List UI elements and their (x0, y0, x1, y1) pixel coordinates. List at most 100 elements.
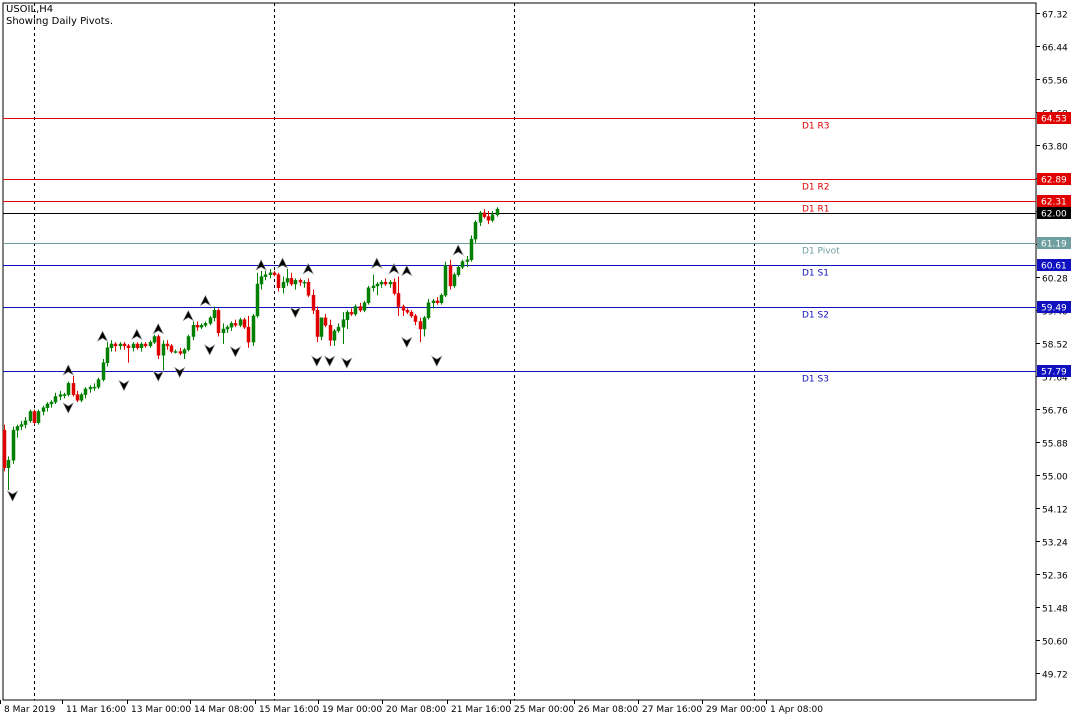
candle-body-64 (276, 274, 281, 289)
fractal-down-11 (203, 344, 216, 356)
candle-body-93 (401, 306, 406, 311)
candle-body-60 (259, 276, 264, 285)
candles (2, 207, 500, 491)
candle-body-34 (148, 341, 153, 347)
candle-body-107 (460, 261, 465, 268)
candle-body-47 (203, 323, 208, 326)
y-tick-label-11: 57.64 (1042, 374, 1068, 384)
price-tag-d1-pivot: 61.19 (1041, 240, 1067, 250)
candle-body-43 (186, 336, 191, 350)
y-tick-label-14: 55.00 (1042, 473, 1068, 483)
candle-body-85 (366, 287, 371, 304)
candle-body-24 (105, 347, 110, 363)
candle-body-112 (482, 212, 487, 217)
price-tag-d1-s3: 57.79 (1041, 368, 1067, 378)
candle-body-45 (195, 325, 200, 328)
price-axis: 67.3266.4465.5664.6863.8062.9262.0461.16… (1036, 11, 1068, 681)
x-tick-label-5: 19 Mar 00:00 (322, 705, 382, 715)
fractal-down-18 (323, 355, 336, 367)
y-tick-label-8: 60.28 (1042, 275, 1068, 285)
price-tags: 64.53 62.89 62.31 61.19 60.61 59.49 57.79 62.00 (1037, 112, 1071, 378)
candle-body-63 (272, 272, 277, 275)
candle-body-18 (79, 394, 84, 401)
candle-body-57 (246, 326, 251, 343)
price-tag-bg-d1-pivot (1037, 237, 1071, 249)
candle-body-111 (478, 212, 483, 223)
fractal-up-3 (96, 330, 109, 342)
x-tick-label-12: 1 Apr 08:00 (770, 705, 823, 715)
candle-body-6 (28, 411, 33, 422)
candle-body-27 (118, 343, 123, 347)
candle-body-96 (413, 315, 418, 322)
fractal-up-16 (302, 263, 314, 275)
candle-body-14 (62, 394, 67, 396)
fractal-down-8 (173, 366, 186, 379)
price-tag-bg-d1-r2 (1037, 173, 1071, 185)
pivot-label-d1-s3: D1 S3 (802, 375, 829, 385)
candle-body-59 (255, 283, 260, 317)
fractal-up-13 (255, 259, 267, 271)
candle-body-114 (490, 214, 495, 221)
candle-body-62 (268, 272, 273, 275)
candle-body-69 (298, 280, 303, 283)
x-tick-label-4: 15 Mar 16:00 (259, 705, 319, 715)
candle-body-92 (396, 293, 401, 307)
y-tick-label-19: 50.60 (1042, 638, 1068, 648)
candle-body-25 (109, 343, 114, 349)
candle-body-50 (216, 310, 221, 334)
candle-body-54 (233, 323, 238, 326)
candle-body-23 (101, 362, 106, 380)
fractal-down-19 (341, 357, 353, 369)
x-tick-label-3: 14 Mar 08:00 (194, 705, 254, 715)
candle-body-113 (486, 216, 491, 221)
candle-body-95 (409, 311, 414, 317)
candle-body-82 (353, 306, 358, 315)
candle-body-11 (49, 401, 54, 405)
candle-body-26 (113, 343, 118, 347)
fractal-up-6 (152, 322, 164, 335)
chart-subtitle: Showing Daily Pivots. (6, 16, 113, 27)
candle-body-44 (191, 325, 196, 337)
candle-body-21 (92, 386, 97, 389)
candle-body-12 (53, 396, 58, 403)
candle-body-13 (58, 394, 63, 397)
y-tick-label-4: 63.80 (1042, 143, 1068, 153)
candle-body-70 (302, 281, 307, 284)
y-tick-label-15: 54.12 (1042, 506, 1068, 516)
price-tag-d1-r2: 62.89 (1041, 176, 1067, 186)
y-tick-label-16: 53.24 (1042, 539, 1068, 549)
pivot-label-d1-r2: D1 R2 (802, 183, 830, 193)
price-tag-bg-d1-s3 (1037, 365, 1071, 377)
fractal-up-10 (199, 294, 212, 307)
y-tick-label-13: 55.88 (1042, 440, 1068, 450)
candle-body-73 (315, 310, 320, 337)
fractal-down-15 (289, 306, 302, 319)
candle-body-98 (422, 317, 427, 330)
candle-body-99 (426, 302, 431, 319)
candle-body-39 (169, 345, 174, 352)
price-tag-d1-r1: 62.31 (1041, 198, 1067, 208)
candle-body-5 (23, 420, 28, 425)
x-tick-label-8: 25 Mar 00:00 (514, 705, 574, 715)
candle-body-56 (242, 319, 247, 328)
price-tag-bg-d1-s1 (1037, 259, 1071, 271)
candle-body-28 (122, 343, 127, 347)
candle-body-42 (182, 349, 187, 354)
candle-body-97 (418, 321, 423, 330)
candle-body-78 (336, 326, 341, 332)
pivot-label-d1-s2: D1 S2 (802, 311, 829, 321)
price-tag-current: 62.00 (1041, 210, 1067, 220)
candle-body-20 (88, 386, 93, 390)
candle-body-51 (221, 328, 226, 334)
candle-body-2 (11, 429, 16, 461)
price-tag-bg-d1-s2 (1037, 301, 1071, 313)
price-tag-d1-s1: 60.61 (1041, 262, 1067, 272)
x-tick-label-11: 29 Mar 00:00 (706, 705, 766, 715)
candle-body-106 (456, 266, 461, 275)
candle-body-72 (311, 295, 316, 311)
fractal-down-7 (152, 370, 164, 382)
candle-body-31 (135, 343, 140, 349)
fractal-down-24 (431, 355, 443, 367)
fractal-down-0 (6, 490, 19, 502)
